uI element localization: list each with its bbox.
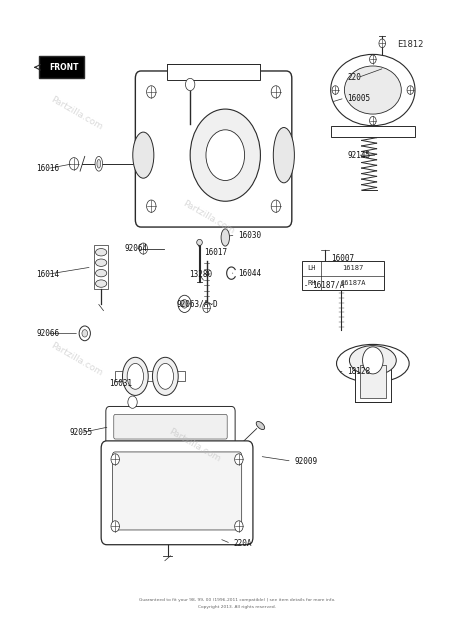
Ellipse shape xyxy=(197,239,202,246)
Circle shape xyxy=(82,330,88,337)
Text: Partzilla.com: Partzilla.com xyxy=(181,200,236,236)
Circle shape xyxy=(79,326,91,341)
Ellipse shape xyxy=(96,249,107,256)
Circle shape xyxy=(363,347,383,374)
Text: 16005: 16005 xyxy=(347,94,370,102)
Text: Partzilla.com: Partzilla.com xyxy=(167,427,221,464)
Circle shape xyxy=(181,299,188,308)
Circle shape xyxy=(370,117,376,125)
Text: 16016: 16016 xyxy=(36,164,60,173)
Text: Guaranteed to fit your 98, 99, 00 (1996-2011 compatible) | see item details for : Guaranteed to fit your 98, 99, 00 (1996-… xyxy=(139,598,335,602)
Ellipse shape xyxy=(97,159,100,168)
Text: 16007: 16007 xyxy=(331,254,354,263)
Circle shape xyxy=(146,200,156,212)
Ellipse shape xyxy=(256,422,264,430)
Circle shape xyxy=(379,39,385,48)
Circle shape xyxy=(190,109,260,202)
Text: 92009: 92009 xyxy=(294,457,317,466)
Text: 92064: 92064 xyxy=(125,244,148,253)
Text: 92145: 92145 xyxy=(347,151,370,160)
Text: 92055: 92055 xyxy=(70,428,93,437)
Circle shape xyxy=(271,200,281,212)
FancyBboxPatch shape xyxy=(106,407,235,447)
Bar xyxy=(115,371,185,381)
Ellipse shape xyxy=(95,156,102,171)
FancyBboxPatch shape xyxy=(101,441,253,545)
Text: 16031: 16031 xyxy=(109,379,133,388)
Circle shape xyxy=(332,86,338,94)
Ellipse shape xyxy=(221,229,229,246)
Bar xyxy=(355,362,391,402)
Text: FRONT: FRONT xyxy=(49,63,78,72)
Ellipse shape xyxy=(153,357,178,396)
Circle shape xyxy=(370,55,376,64)
Text: 92063/A~D: 92063/A~D xyxy=(176,299,218,308)
Bar xyxy=(331,126,415,137)
Bar xyxy=(167,64,260,79)
Ellipse shape xyxy=(273,128,294,183)
FancyBboxPatch shape xyxy=(114,414,227,439)
Ellipse shape xyxy=(133,132,154,178)
Text: 92066: 92066 xyxy=(36,329,60,338)
Circle shape xyxy=(111,521,119,532)
Text: 13280: 13280 xyxy=(189,270,212,280)
Text: Copyright 2013. All rights reserved.: Copyright 2013. All rights reserved. xyxy=(198,605,276,609)
Text: 18128: 18128 xyxy=(347,367,370,376)
Circle shape xyxy=(271,86,281,98)
Bar xyxy=(360,365,386,399)
Ellipse shape xyxy=(122,357,148,396)
Ellipse shape xyxy=(157,363,173,389)
Ellipse shape xyxy=(331,55,415,126)
Text: 16017: 16017 xyxy=(204,249,228,257)
Text: 220A: 220A xyxy=(233,539,252,548)
Ellipse shape xyxy=(96,270,107,277)
Text: Partzilla.com: Partzilla.com xyxy=(50,95,104,132)
Ellipse shape xyxy=(345,66,401,114)
Text: E1812: E1812 xyxy=(397,40,423,49)
Ellipse shape xyxy=(337,344,409,383)
Circle shape xyxy=(407,86,414,94)
Text: Partzilla.com: Partzilla.com xyxy=(50,341,104,378)
Text: 16044: 16044 xyxy=(238,268,261,278)
Circle shape xyxy=(185,78,195,91)
Ellipse shape xyxy=(127,363,144,389)
Circle shape xyxy=(235,454,243,465)
Ellipse shape xyxy=(96,259,107,267)
Circle shape xyxy=(139,243,147,254)
FancyBboxPatch shape xyxy=(112,452,242,530)
FancyBboxPatch shape xyxy=(136,71,292,227)
Ellipse shape xyxy=(96,280,107,287)
Bar xyxy=(94,245,108,289)
Circle shape xyxy=(128,396,137,409)
Text: 16187: 16187 xyxy=(343,265,364,271)
Circle shape xyxy=(206,130,245,180)
Circle shape xyxy=(178,295,191,312)
Text: 16030: 16030 xyxy=(238,231,261,239)
Circle shape xyxy=(69,157,79,170)
Circle shape xyxy=(235,521,243,532)
Text: 16187A: 16187A xyxy=(340,280,366,286)
Ellipse shape xyxy=(349,345,396,375)
Text: 16187/A: 16187/A xyxy=(312,281,344,290)
Circle shape xyxy=(203,303,210,312)
Bar xyxy=(301,261,383,290)
Text: RH: RH xyxy=(307,280,316,286)
Bar xyxy=(39,56,84,78)
Circle shape xyxy=(146,86,156,98)
Text: LH: LH xyxy=(307,265,316,271)
Circle shape xyxy=(111,454,119,465)
Text: 220: 220 xyxy=(347,73,361,82)
Text: 16014: 16014 xyxy=(36,270,60,279)
